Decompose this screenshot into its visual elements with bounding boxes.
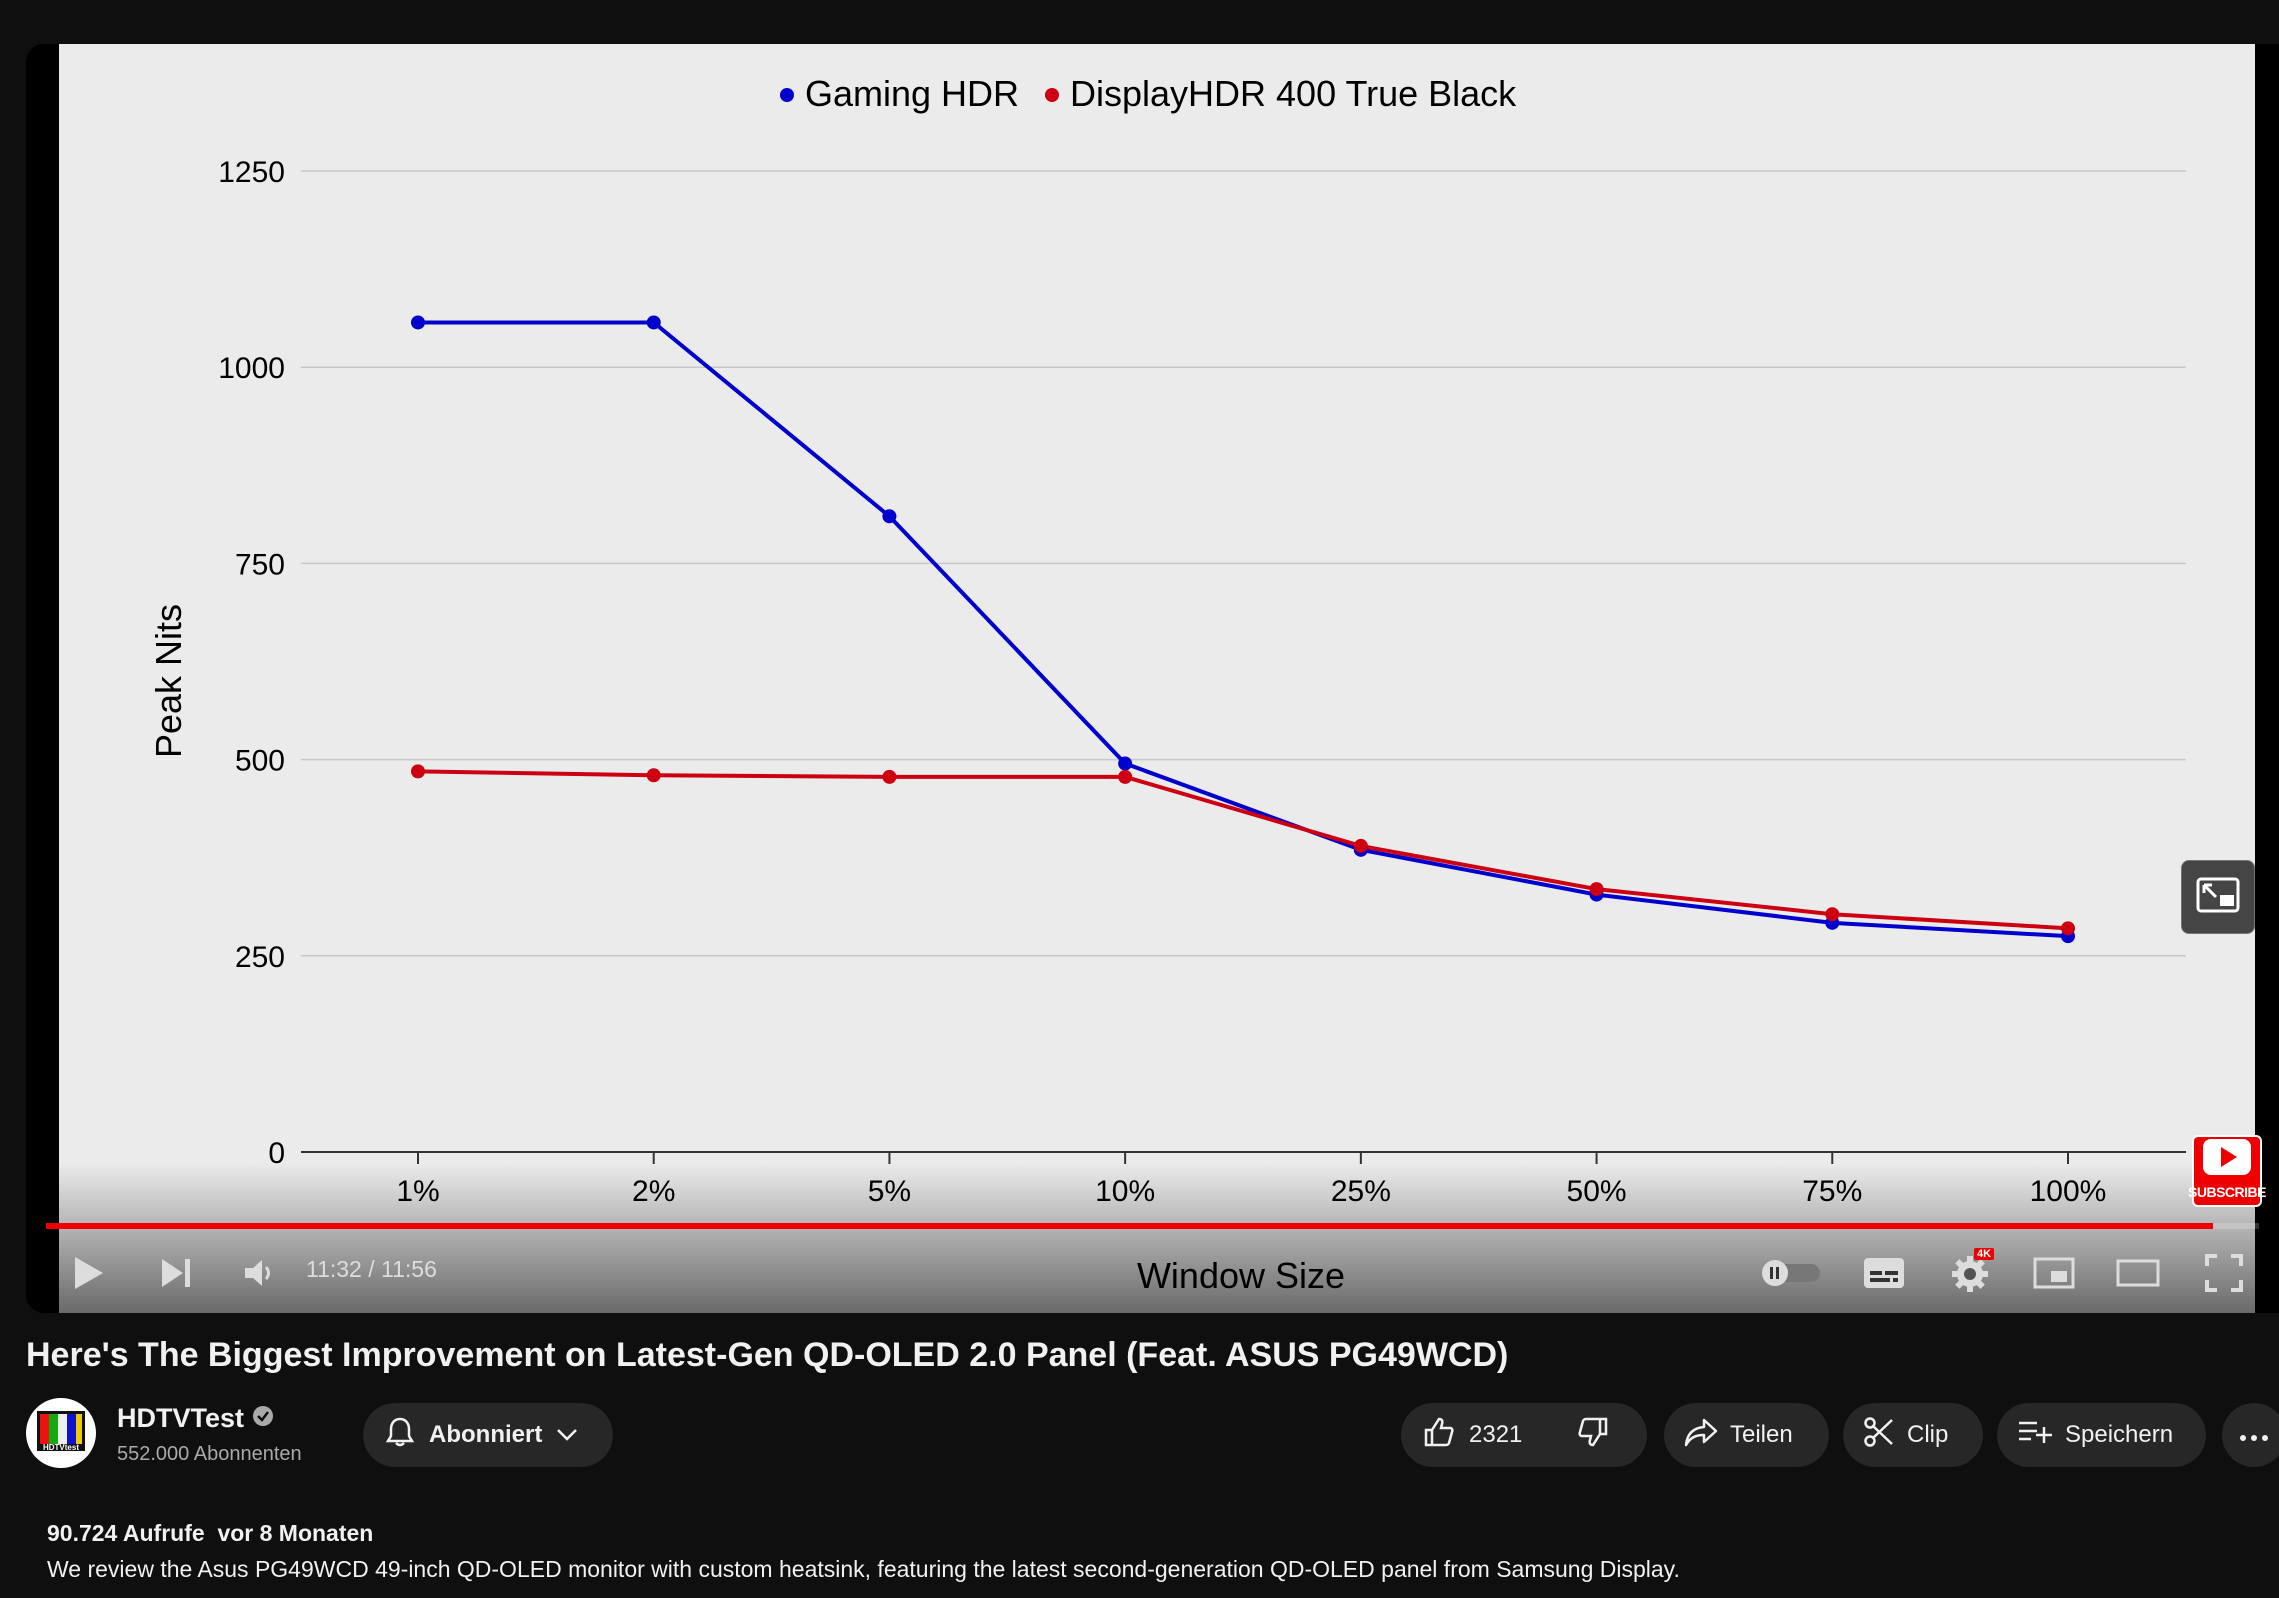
volume-icon [242, 1256, 276, 1290]
data-point-series-1 [411, 315, 425, 330]
more-horizontal-icon [2239, 1421, 2269, 1449]
more-actions-button[interactable] [2222, 1403, 2279, 1467]
y-axis-label: Peak Nits [148, 604, 189, 758]
y-tick-label: 1000 [218, 352, 285, 385]
thumbs-up-icon [1423, 1416, 1455, 1455]
quality-badge: 4K [1974, 1248, 1995, 1260]
youtube-play-icon [2201, 1137, 2253, 1182]
x-tick-label: 10% [1095, 1175, 1155, 1208]
data-point-series-2 [2061, 921, 2075, 936]
play-icon [72, 1255, 106, 1291]
chart-legend: Gaming HDR DisplayHDR 400 True Black [780, 73, 1517, 114]
thumbs-down-icon [1577, 1416, 1609, 1455]
playlist-add-icon [2017, 1419, 2053, 1452]
share-label: Teilen [1730, 1421, 1793, 1448]
miniplayer-icon [2033, 1257, 2075, 1289]
fullscreen-button[interactable] [2199, 1248, 2249, 1298]
data-point-series-2 [646, 768, 661, 783]
legend-label-series-1: Gaming HDR [805, 73, 1019, 114]
legend-label-series-2: DisplayHDR 400 True Black [1070, 73, 1517, 114]
clip-button[interactable]: Clip [1843, 1403, 1983, 1467]
subscriber-count: 552.000 Abonnenten [117, 1443, 302, 1465]
like-count: 2321 [1469, 1421, 1523, 1448]
data-point-series-1 [646, 315, 661, 330]
data-point-series-1 [882, 509, 897, 524]
x-tick-label: 75% [1802, 1175, 1862, 1208]
y-tick-label: 750 [235, 548, 285, 581]
x-tick-label: 2% [632, 1175, 675, 1208]
svg-text:HDTVtest: HDTVtest [43, 1443, 79, 1452]
verified-icon [252, 1403, 274, 1434]
x-tick-label: 50% [1567, 1175, 1627, 1208]
time-display: 11:32 / 11:56 [306, 1256, 437, 1282]
chart-background [59, 44, 2255, 1313]
x-axis-label: Window Size [1137, 1255, 1345, 1296]
legend-marker-series-2 [1045, 88, 1059, 102]
theater-mode-button[interactable] [2113, 1248, 2163, 1298]
legend-marker-series-1 [780, 88, 794, 102]
share-button[interactable]: Teilen [1664, 1403, 1829, 1467]
channel-logo: HDTVtest [37, 1411, 85, 1452]
autoplay-toggle-icon [1760, 1258, 1822, 1288]
settings-icon [1950, 1254, 1990, 1294]
autoplay-toggle[interactable] [1759, 1254, 1823, 1292]
overlay-expand-icon [2196, 877, 2240, 918]
y-tick-label: 1250 [218, 156, 285, 189]
view-count: 90.724 Aufrufe [47, 1520, 205, 1546]
like-dislike-group: 2321 [1401, 1403, 1647, 1467]
x-tick-label: 100% [2030, 1175, 2107, 1208]
next-icon [159, 1256, 193, 1290]
settings-button[interactable]: 4K [1944, 1248, 1996, 1300]
fullscreen-icon [2205, 1254, 2243, 1292]
clip-label: Clip [1907, 1421, 1949, 1448]
channel-name[interactable]: HDTVTest [117, 1403, 274, 1434]
y-tick-label: 0 [268, 1137, 285, 1170]
data-point-series-2 [1118, 769, 1133, 784]
subscribe-watermark-label: SUBSCRIBE [2188, 1184, 2266, 1200]
y-tick-label: 250 [235, 941, 285, 974]
play-button[interactable] [64, 1248, 114, 1298]
upload-age: vor 8 Monaten [217, 1520, 374, 1546]
data-point-series-2 [1589, 882, 1604, 897]
subscribed-button[interactable]: Abonniert [363, 1403, 613, 1467]
video-description: We review the Asus PG49WCD 49-inch QD-OL… [47, 1556, 1680, 1582]
subtitles-icon [1863, 1257, 1905, 1289]
data-point-series-1 [1118, 756, 1133, 771]
share-icon [1684, 1417, 1718, 1454]
data-point-series-2 [1353, 838, 1368, 853]
series-line-2 [417, 769, 2069, 931]
y-tick-label: 500 [235, 745, 285, 778]
series-line-1 [418, 320, 2069, 939]
x-tick-label: 5% [868, 1175, 911, 1208]
miniplayer-button[interactable] [2029, 1248, 2079, 1298]
dislike-button[interactable] [1577, 1403, 1609, 1467]
channel-avatar[interactable]: HDTVtest [26, 1398, 96, 1468]
subscribed-label: Abonniert [429, 1421, 543, 1448]
next-button[interactable] [151, 1248, 201, 1298]
save-button[interactable]: Speichern [1997, 1403, 2206, 1467]
video-title: Here's The Biggest Improvement on Latest… [26, 1336, 1509, 1374]
x-tick-label: 1% [396, 1175, 439, 1208]
overlay-expand-button[interactable] [2181, 860, 2255, 934]
save-label: Speichern [2065, 1421, 2174, 1448]
progress-bar[interactable] [46, 1223, 2259, 1229]
data-point-series-2 [411, 764, 425, 779]
subtitles-button[interactable] [1859, 1248, 1909, 1298]
channel-name-label: HDTVTest [117, 1403, 245, 1433]
line-chart: Gaming HDR DisplayHDR 400 True Black 0 25… [59, 44, 2255, 1313]
theater-icon [2116, 1259, 2160, 1287]
description-box[interactable] [26, 1505, 2279, 1598]
data-point-series-2 [882, 769, 897, 784]
bell-icon [385, 1416, 415, 1455]
chevron-down-icon [556, 1421, 578, 1449]
view-stats: 90.724 Aufrufe vor 8 Monaten [47, 1520, 373, 1547]
data-point-series-2 [1825, 907, 1840, 922]
subscribe-watermark[interactable]: SUBSCRIBE [2188, 1135, 2266, 1207]
x-tick-label: 25% [1331, 1175, 1391, 1208]
progress-bar-played [46, 1223, 2213, 1229]
like-button[interactable]: 2321 [1401, 1403, 1522, 1467]
volume-button[interactable] [234, 1248, 284, 1298]
video-player[interactable]: Gaming HDR DisplayHDR 400 True Black 0 25… [26, 44, 2279, 1313]
scissors-icon [1863, 1416, 1895, 1455]
